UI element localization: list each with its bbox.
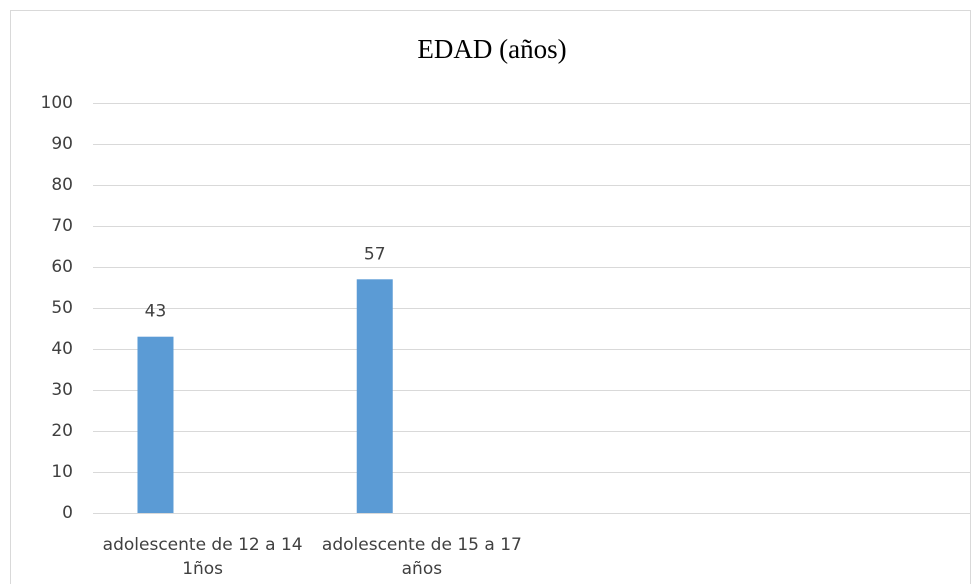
y-tick-label: 50	[51, 298, 73, 318]
y-tick-label: 10	[51, 462, 73, 482]
x-tick-label: adolescente de 12 a 14 1ños	[102, 535, 303, 579]
y-tick-label: 90	[51, 134, 73, 154]
y-tick-label: 60	[51, 257, 73, 277]
x-tick-label-box: adolescente de 15 a 17 años	[321, 535, 522, 579]
data-label: 57	[364, 244, 386, 264]
chart-border	[10, 10, 971, 584]
y-tick-label: 40	[51, 339, 73, 359]
data-label: 43	[145, 302, 167, 322]
y-tick-label: 20	[51, 421, 73, 441]
bar	[356, 279, 393, 513]
x-tick-label: adolescente de 15 a 17 años	[321, 535, 522, 579]
y-tick-label: 100	[41, 93, 73, 113]
chart-title: EDAD (años)	[417, 34, 566, 64]
y-tick-label: 70	[51, 216, 73, 236]
y-tick-label: 80	[51, 175, 73, 195]
x-tick-label-box: adolescente de 12 a 14 1ños	[102, 535, 303, 579]
bar	[137, 336, 174, 513]
y-tick-label: 30	[51, 380, 73, 400]
y-tick-label: 0	[62, 503, 73, 523]
